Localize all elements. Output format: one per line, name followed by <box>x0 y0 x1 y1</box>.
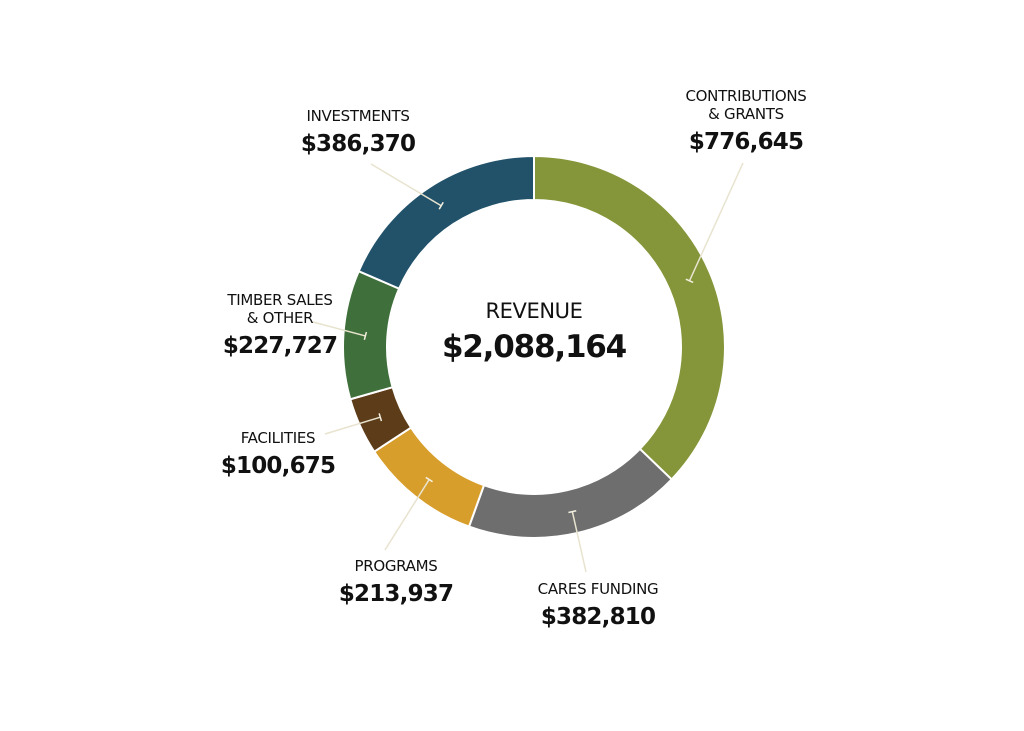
leader-cap <box>425 476 433 483</box>
slice-name-label: & GRANTS <box>708 105 784 123</box>
donut-slice <box>467 447 674 540</box>
slice-value-label: $776,645 <box>689 129 803 155</box>
leader-line <box>312 321 366 337</box>
donut-slice <box>372 426 486 528</box>
leader-lines <box>312 162 744 573</box>
leader-cap <box>438 201 444 210</box>
donut-slice <box>357 154 535 290</box>
slice-value-label: $227,727 <box>223 333 337 359</box>
donut-slice <box>342 269 401 401</box>
slice-value-label: $382,810 <box>541 604 655 630</box>
slice-name-label: FACILITIES <box>241 429 316 447</box>
leader-line <box>324 416 381 435</box>
leader-line <box>688 162 744 282</box>
center-title: REVENUE <box>485 299 582 323</box>
leader-cap <box>378 413 383 422</box>
center-value: $2,088,164 <box>442 329 627 365</box>
slice-value-label: $100,675 <box>221 453 335 479</box>
slice-name-label: & OTHER <box>247 309 314 327</box>
leader-line <box>370 163 442 207</box>
leader-cap <box>568 509 577 514</box>
leader-line <box>384 479 430 551</box>
slice-name-label: PROGRAMS <box>354 557 437 575</box>
leader-line <box>571 511 587 573</box>
slice-labels: CONTRIBUTIONS& GRANTS $776,645 CARES FUNDI… <box>221 87 807 630</box>
slice-name-label: TIMBER SALES <box>226 291 332 309</box>
slice-name-label: INVESTMENTS <box>306 107 409 125</box>
leader-cap <box>685 278 694 284</box>
leader-cap <box>363 331 368 340</box>
slice-value-label: $386,370 <box>301 131 415 157</box>
slice-name-label: CONTRIBUTIONS <box>685 87 806 105</box>
slice-value-label: $213,937 <box>339 581 453 607</box>
slice-name-label: CARES FUNDING <box>538 580 659 598</box>
donut-slices <box>342 154 726 540</box>
